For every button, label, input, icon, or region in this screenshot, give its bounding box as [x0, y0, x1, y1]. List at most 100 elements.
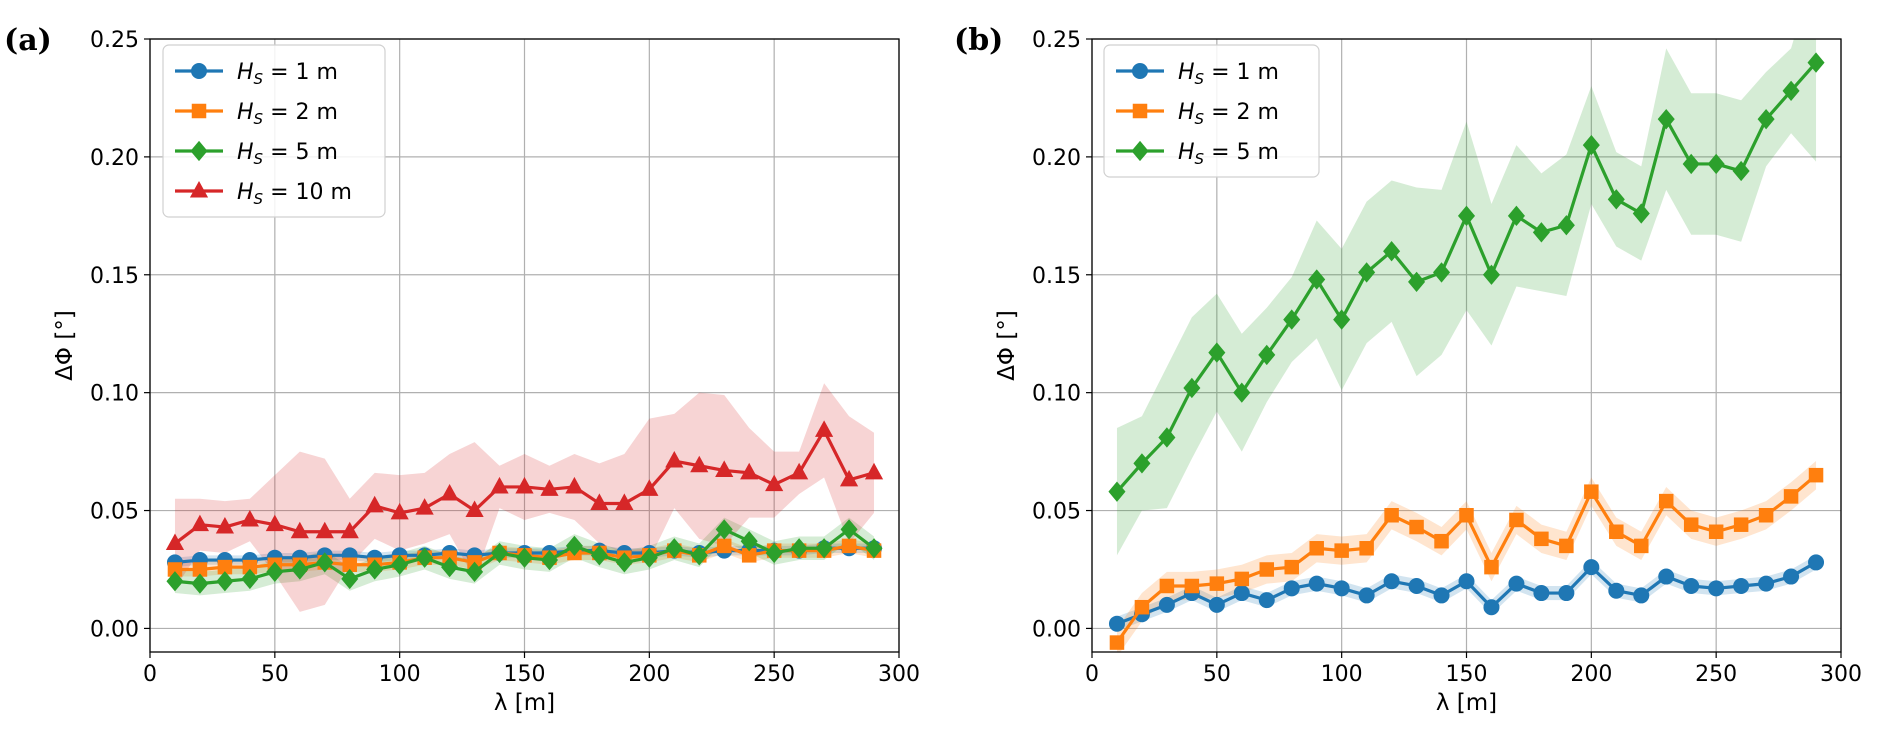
- data-point: [815, 420, 834, 437]
- data-point: [1383, 241, 1401, 262]
- data-point: [1559, 538, 1574, 554]
- data-point: [190, 514, 210, 532]
- legend-label: HS = 2 m: [237, 100, 338, 128]
- data-point: [765, 542, 783, 564]
- x-tick-label: 200: [1570, 662, 1612, 687]
- plot-area: [1108, 39, 1825, 652]
- data-point: [1757, 109, 1775, 130]
- y-tick-label: 0.05: [1032, 500, 1081, 525]
- data-point: [790, 538, 808, 559]
- data-point: [440, 483, 459, 501]
- legend-marker: [189, 180, 209, 198]
- legend-item: HS = 5 m: [175, 140, 338, 168]
- data-point: [1359, 541, 1374, 556]
- data-point: [815, 538, 833, 559]
- plot-area: [165, 383, 884, 612]
- legend-marker: [190, 140, 208, 162]
- series-h-s-1-m: [1108, 554, 1825, 632]
- data-point: [1758, 575, 1775, 592]
- data-point: [1758, 508, 1774, 523]
- data-point: [365, 495, 384, 513]
- legend-marker: [1132, 63, 1148, 79]
- data-point: [715, 460, 734, 477]
- data-point: [1158, 427, 1176, 448]
- data-point: [1558, 585, 1575, 602]
- data-point: [490, 476, 509, 494]
- data-point: [1308, 269, 1326, 290]
- data-point: [1482, 264, 1500, 285]
- data-point: [1308, 575, 1325, 592]
- data-point: [441, 556, 459, 578]
- y-tick-label: 0.25: [90, 28, 139, 53]
- data-point: [465, 500, 484, 518]
- x-tick-label: 300: [1820, 662, 1862, 687]
- data-point: [515, 476, 534, 494]
- data-point: [340, 521, 359, 539]
- data-point: [1783, 489, 1799, 504]
- legend-item: HS = 2 m: [1116, 100, 1279, 128]
- data-point: [291, 559, 309, 580]
- data-point: [1582, 134, 1600, 156]
- y-tick-label: 0.20: [90, 146, 139, 171]
- data-point: [1609, 524, 1624, 540]
- data-point: [191, 573, 209, 594]
- series-h-s-5-m: [166, 519, 883, 594]
- x-tick-label: 250: [753, 662, 795, 687]
- data-point: [1258, 592, 1275, 609]
- x-tick-label: 200: [628, 662, 670, 687]
- data-point: [790, 462, 809, 480]
- panel-label: (b): [954, 23, 1003, 58]
- data-point: [615, 493, 634, 510]
- data-point: [740, 462, 759, 480]
- data-point: [415, 498, 434, 515]
- y-tick-label: 0.25: [1032, 28, 1081, 53]
- data-point: [1309, 541, 1324, 556]
- legend: HS = 1 m HS = 2 m HS = 5 m: [1103, 44, 1320, 178]
- data-point: [1433, 262, 1451, 283]
- data-point: [1408, 271, 1426, 292]
- data-point: [1808, 554, 1825, 571]
- x-tick-label: 0: [143, 662, 157, 687]
- data-point: [491, 542, 509, 564]
- data-point: [540, 549, 558, 571]
- data-point: [841, 538, 857, 554]
- data-point: [1258, 344, 1276, 366]
- data-point: [1159, 578, 1175, 594]
- data-point: [1557, 215, 1575, 236]
- data-point: [640, 479, 659, 496]
- y-axis-label: ΔΦ [°]: [52, 310, 78, 381]
- y-tick-label: 0.05: [90, 500, 139, 525]
- x-tick-label: 150: [1446, 662, 1488, 687]
- data-point: [1483, 599, 1500, 616]
- data-point: [1108, 615, 1125, 632]
- confidence-band: [1116, 555, 1817, 631]
- series-h-s-5-m: [1108, 52, 1825, 502]
- data-point: [241, 568, 259, 590]
- data-point: [690, 455, 709, 473]
- y-axis-label: ΔΦ [°]: [994, 310, 1020, 381]
- data-point: [590, 493, 609, 510]
- data-point: [665, 450, 684, 468]
- legend-label: HS = 5 m: [237, 140, 338, 168]
- x-tick-label: 100: [379, 662, 421, 687]
- data-point: [840, 519, 858, 540]
- legend-label: HS = 1 m: [237, 60, 338, 88]
- y-tick-label: 0.10: [90, 382, 139, 407]
- data-point: [1632, 203, 1650, 224]
- data-point: [1433, 587, 1450, 604]
- data-point: [1283, 309, 1301, 330]
- axes-frame: [149, 38, 900, 653]
- data-point: [1683, 577, 1700, 594]
- data-point: [1783, 568, 1800, 585]
- data-point: [466, 561, 484, 582]
- data-point: [216, 571, 234, 592]
- panel-b: 0 50 100 150 200 250 300 0.00 0.05 0.10 0.15 0.20 0.…: [954, 23, 1862, 716]
- legend-label: HS = 10 m: [237, 180, 352, 208]
- panel-a: 0 50 100 150 200 250 300 0.00 0.05 0.10 0.15 0.20 0.…: [4, 23, 920, 716]
- data-point: [1657, 109, 1675, 130]
- confidence-band: [1116, 39, 1817, 556]
- data-point: [1259, 562, 1275, 577]
- data-point: [1384, 508, 1399, 523]
- data-point: [1233, 382, 1251, 403]
- data-point: [1184, 578, 1200, 594]
